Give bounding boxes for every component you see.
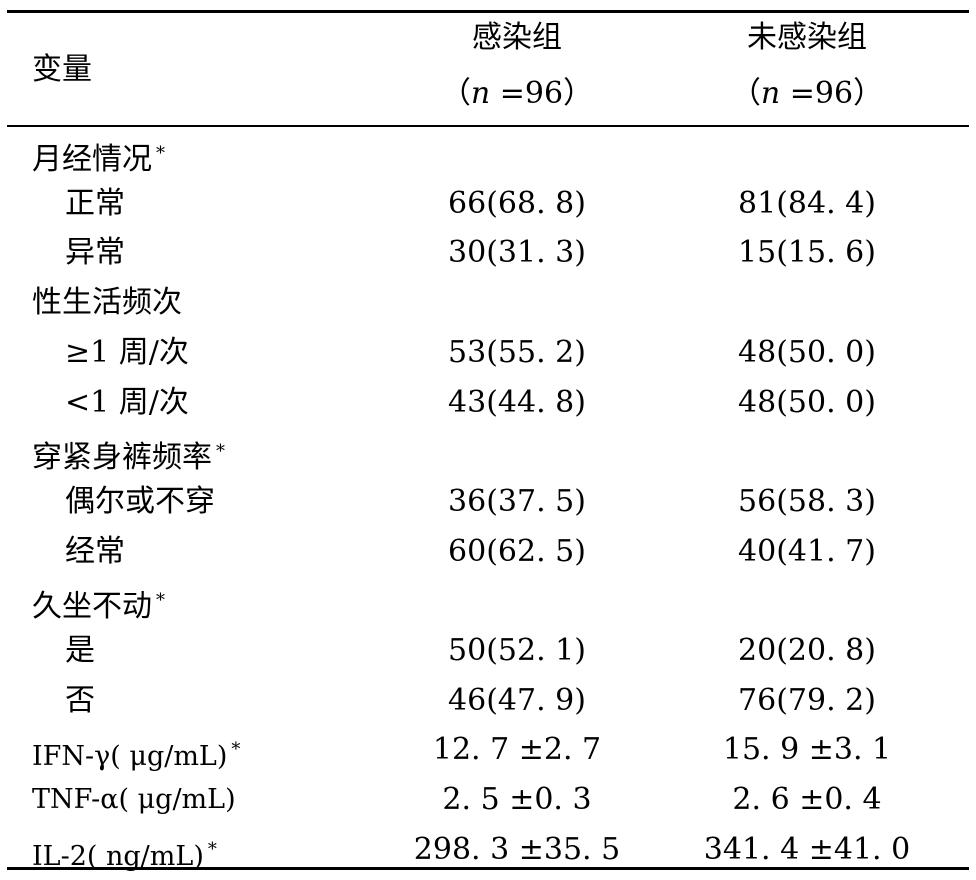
row-label-text: 正常 [65,185,125,221]
row-label: 异常 [65,233,125,273]
row-label: 月经情况 * [32,134,165,180]
data-table: 变量 感染组 未感染组 （n =96） （n =96） 月经情况 * 正常 66(68… [7,0,969,880]
significance-mark: * [156,590,165,612]
row-label: 经常 [65,532,125,572]
row-label-text: 异常 [65,235,125,271]
row-label-text: 性生活频次 [32,285,182,321]
uninfected-group-value: 15(15. 6) [738,235,876,271]
row-label-text: 否 [65,682,95,718]
uninfected-group-value: 15. 9 ±3. 1 [722,732,892,768]
bottom-rule [7,867,969,870]
table-row: 经常 60(62. 5) 40(41. 7) [7,527,969,577]
row-label-text: 经常 [65,533,125,569]
row-label: IL-2( ng/mL) * [32,830,217,877]
table-row: 穿紧身裤频率 * [7,427,969,477]
header-group2-n: （n =96） [730,76,884,111]
table-row: IFN-γ( μg/mL) * 12. 7 ±2. 7 15. 9 ±3. 1 [7,725,969,775]
infected-group-value: 36(37. 5) [448,483,586,519]
significance-mark: * [156,143,165,164]
header-group2-name: 未感染组 [747,20,867,55]
table-row: 久坐不动 * [7,576,969,626]
table-row: 偶尔或不穿 36(37. 5) 56(58. 3) [7,477,969,527]
uninfected-group-value: 20(20. 8) [738,633,876,668]
infected-group-value: 2. 5 ±0. 3 [442,782,592,818]
table-row: 月经情况 * [7,129,969,179]
row-label: 是 [65,631,95,671]
row-label-text: 偶尔或不穿 [65,483,215,519]
uninfected-group-value: 56(58. 3) [738,483,876,519]
infected-group-value: 298. 3 ±35. 5 [413,831,621,867]
infected-group-value: 66(68. 8) [448,185,586,221]
infected-group-value: 46(47. 9) [448,682,586,718]
uninfected-group-value: 48(50. 0) [738,384,876,420]
significance-mark: * [207,838,217,860]
table-row: <1 周/次 43(44. 8) 48(50. 0) [7,378,969,428]
infected-group-value: 60(62. 5) [448,533,586,569]
row-label-text: IL-2( ng/mL) [32,840,204,872]
table-row: 否 46(47. 9) 76(79. 2) [7,676,969,726]
header-group1-name: 感染组 [472,20,562,55]
row-label-text: <1 周/次 [65,384,189,420]
row-label: 穿紧身裤频率 * [32,432,225,478]
significance-mark: * [231,739,241,761]
infected-group-value: 30(31. 3) [448,235,586,271]
infected-group-value: 43(44. 8) [448,384,586,420]
infected-group-value: 50(52. 1) [448,633,586,668]
row-label: 偶尔或不穿 [65,482,215,522]
row-label-text: 久坐不动 [32,589,152,625]
table-row: IL-2( ng/mL) * 298. 3 ±35. 5 341. 4 ±41. 0 [7,825,969,875]
top-rule [7,10,969,13]
row-label: <1 周/次 [65,383,189,423]
header-group1-n: （n =96） [440,76,594,111]
row-label: IFN-γ( μg/mL) * [32,730,240,777]
uninfected-group-value: 81(84. 4) [738,185,876,221]
row-label-text: 是 [65,633,95,668]
table-row: 是 50(52. 1) 20(20. 8) [7,626,969,676]
row-label-text: TNF-α( μg/mL) [32,784,236,816]
row-label: TNF-α( μg/mL) [32,780,236,820]
table-row: TNF-α( μg/mL) 2. 5 ±0. 3 2. 6 ±0. 4 [7,775,969,825]
uninfected-group-value: 341. 4 ±41. 0 [703,831,911,867]
row-label: 久坐不动 * [32,581,165,627]
row-label: 否 [65,681,95,721]
row-label: 性生活频次 [32,283,182,323]
infected-group-value: 53(55. 2) [448,334,586,370]
row-label: 正常 [65,184,125,224]
row-label-text: IFN-γ( μg/mL) [32,741,228,773]
row-label-text: 穿紧身裤频率 [32,440,212,476]
uninfected-group-value: 40(41. 7) [738,533,876,569]
row-label: ≥1 周/次 [65,333,189,373]
table-row: 异常 30(31. 3) 15(15. 6) [7,228,969,278]
row-label-text: 月经情况 [32,142,152,177]
table-row: 性生活频次 [7,278,969,328]
uninfected-group-value: 48(50. 0) [738,334,876,370]
table-row: 正常 66(68. 8) 81(84. 4) [7,179,969,229]
uninfected-group-value: 76(79. 2) [738,682,876,718]
uninfected-group-value: 2. 6 ±0. 4 [732,782,882,818]
header-rule [7,125,969,127]
significance-mark: * [216,441,225,463]
row-label-text: ≥1 周/次 [65,334,189,370]
table-row: ≥1 周/次 53(55. 2) 48(50. 0) [7,328,969,378]
infected-group-value: 12. 7 ±2. 7 [432,732,602,768]
header-variable: 变量 [32,52,92,87]
